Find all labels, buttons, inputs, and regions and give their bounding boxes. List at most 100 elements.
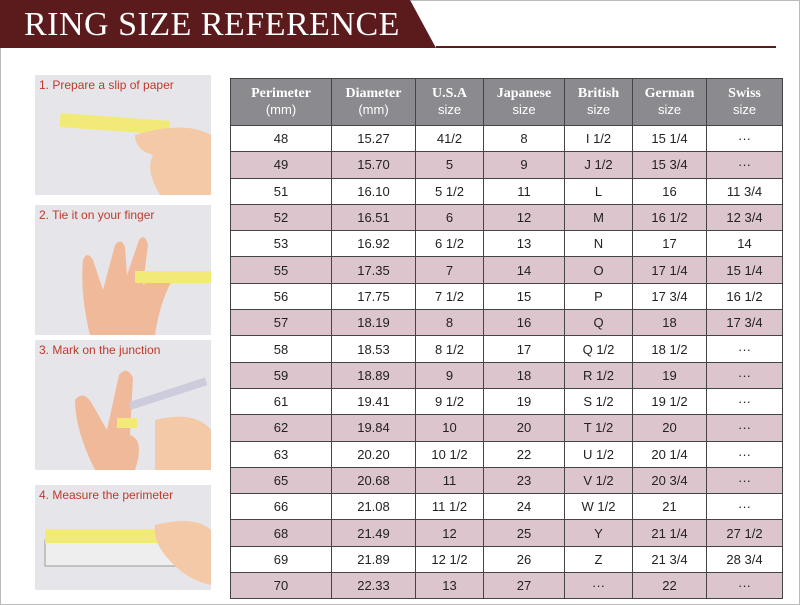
table-body: 48 15.27 41/2 8 I 1/2 15 1/4 ··· 49 15.70 5 9 J 1/2… [230, 124, 783, 600]
table-cell: 15.27 [331, 124, 416, 153]
table-cell: 22.33 [331, 572, 416, 600]
step-panel: 3. Mark on the junction [35, 340, 211, 470]
table-cell: 24 [483, 493, 565, 521]
hand [82, 237, 175, 335]
table-cell: 7 1/2 [415, 282, 484, 311]
table-row: 51 16.10 5 1/2 11 L 16 11 3/4 [230, 177, 783, 205]
table-cell: 17.75 [331, 282, 416, 311]
table-cell: ··· [706, 387, 783, 416]
table-cell: 70 [230, 572, 332, 600]
table-cell: 17 3/4 [632, 282, 707, 311]
table-cell: 21.49 [331, 519, 416, 547]
table-cell: 12 [483, 203, 565, 232]
table-cell: 21.08 [331, 493, 416, 521]
table-row: 62 19.84 10 20 T 1/2 20 ··· [230, 414, 783, 442]
table-cell: 22 [632, 572, 707, 600]
table-cell: 9 [415, 361, 484, 389]
banner-bg [0, 0, 436, 48]
table-cell: N [564, 230, 633, 258]
table-row: 58 18.53 8 1/2 17 Q 1/2 18 1/2 ··· [230, 335, 783, 363]
table-cell: 11 3/4 [706, 177, 783, 205]
step-label: 2. Tie it on your finger [39, 208, 155, 222]
table-cell: 19.41 [331, 387, 416, 416]
table-row: 63 20.20 10 1/2 22 U 1/2 20 1/4 ··· [230, 440, 783, 468]
table-row: 61 19.41 9 1/2 19 S 1/2 19 1/2 ··· [230, 387, 783, 416]
table-cell: 48 [230, 124, 332, 153]
table-row: 56 17.75 7 1/2 15 P 17 3/4 16 1/2 [230, 282, 783, 311]
table-cell: 17 [483, 335, 565, 363]
step-label: 3. Mark on the junction [39, 343, 161, 357]
table-cell: ··· [706, 124, 783, 153]
table-cell: 18.19 [331, 309, 416, 337]
table-cell: 15 1/4 [632, 124, 707, 153]
column-unit: size [657, 102, 682, 117]
header-row: Perimeter (mm) Diameter (mm) U.S.A size Japane… [230, 78, 783, 126]
column-title: German [644, 86, 695, 101]
table-cell: L [564, 177, 633, 205]
table-cell: 15 1/4 [706, 256, 783, 284]
banner [0, 0, 776, 48]
table-cell: R 1/2 [564, 361, 633, 389]
column-header: U.S.A size [415, 78, 484, 126]
table-cell: 15 3/4 [632, 151, 707, 179]
table-cell: 15 [483, 282, 565, 311]
column-unit: size [586, 102, 611, 117]
table-cell: ··· [564, 572, 633, 600]
table-cell: 18 [632, 309, 707, 337]
table-cell: 8 [415, 309, 484, 337]
pen [128, 377, 208, 410]
table-cell: ··· [706, 151, 783, 179]
table-cell: 27 [483, 572, 565, 600]
hand [154, 521, 211, 585]
banner-line [436, 46, 776, 48]
table-cell: ··· [706, 493, 783, 521]
table-cell: 63 [230, 440, 332, 468]
table-cell: 20.20 [331, 440, 416, 468]
table-cell: ··· [706, 466, 783, 495]
table-cell: ··· [706, 335, 783, 363]
column-unit: size [437, 102, 462, 117]
step-illustration [75, 370, 211, 470]
table-cell: U 1/2 [564, 440, 633, 468]
table-cell: 18 1/2 [632, 335, 707, 363]
table-cell: 61 [230, 387, 332, 416]
column-header: Perimeter (mm) [230, 78, 332, 126]
table-cell: M [564, 203, 633, 232]
table-cell: 25 [483, 519, 565, 547]
table-cell: 17 1/4 [632, 256, 707, 284]
table-cell: 18.53 [331, 335, 416, 363]
table-cell: 55 [230, 256, 332, 284]
table-cell: ··· [706, 414, 783, 442]
table-row: 57 18.19 8 16 Q 18 17 3/4 [230, 309, 783, 337]
table-cell: ··· [706, 361, 783, 389]
table-cell: 59 [230, 361, 332, 389]
table-cell: 52 [230, 203, 332, 232]
table-cell: 51 [230, 177, 332, 205]
table-cell: 16.10 [331, 177, 416, 205]
table-cell: 69 [230, 545, 332, 574]
table-cell: 16.51 [331, 203, 416, 232]
table-cell: 19 [483, 387, 565, 416]
table-cell: 65 [230, 466, 332, 495]
table-cell: J 1/2 [564, 151, 633, 179]
hand [75, 370, 139, 470]
column-unit: size [732, 102, 757, 117]
table-cell: 11 [415, 466, 484, 495]
column-title: Diameter [345, 86, 402, 101]
step-illustration [44, 521, 211, 585]
table-cell: 7 [415, 256, 484, 284]
table-cell: W 1/2 [564, 493, 633, 521]
table-cell: 10 1/2 [415, 440, 484, 468]
table-cell: Z [564, 545, 633, 574]
column-header: British size [564, 78, 633, 126]
column-unit: (mm) [358, 102, 389, 117]
table-cell: I 1/2 [564, 124, 633, 153]
table-cell: ··· [706, 440, 783, 468]
table-row: 53 16.92 6 1/2 13 N 17 14 [230, 230, 783, 258]
table-cell: 17.35 [331, 256, 416, 284]
table-cell: 12 [415, 519, 484, 547]
table-row: 49 15.70 5 9 J 1/2 15 3/4 ··· [230, 151, 783, 179]
table-cell: 5 [415, 151, 484, 179]
column-header: Diameter (mm) [331, 78, 416, 126]
